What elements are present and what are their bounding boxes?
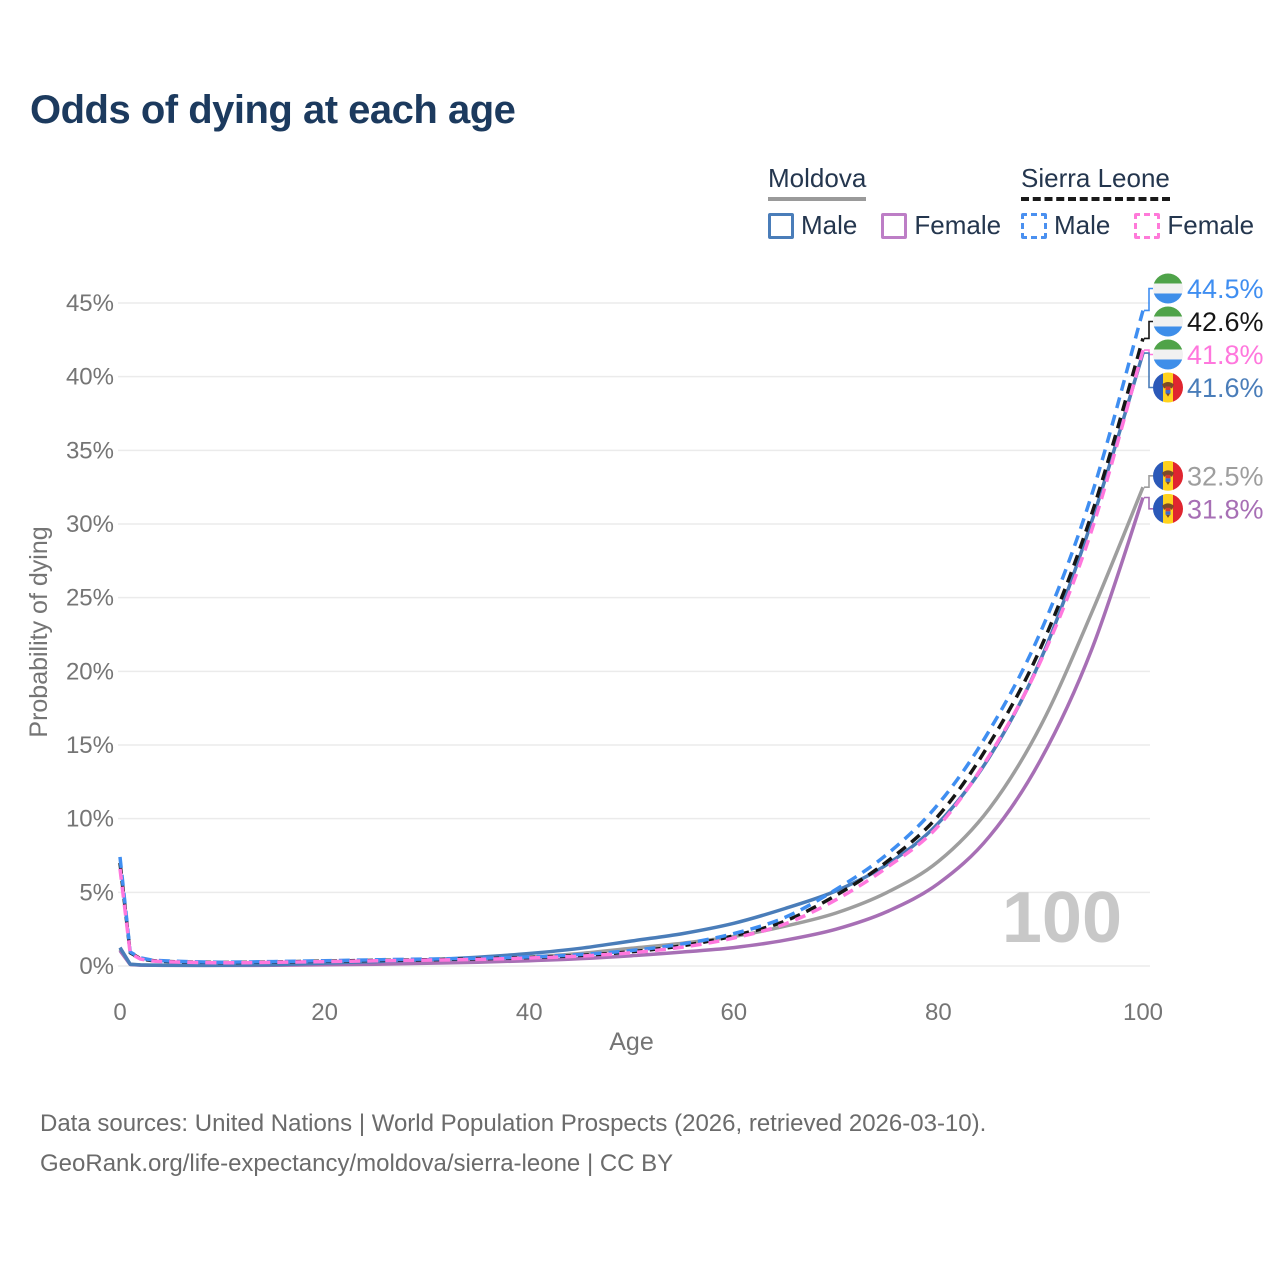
- legend-title-sierra-leone: Sierra Leone: [1021, 163, 1170, 201]
- moldova-female-swatch-icon: [881, 212, 908, 239]
- moldova-male-swatch-icon: [768, 212, 794, 239]
- end-label-leader: [1144, 349, 1153, 356]
- legend-label-moldova-female: Female: [914, 210, 1002, 240]
- end-value-label-sierra-leone-male: 44.5%: [1187, 274, 1264, 304]
- footer-line-1: Data sources: United Nations | World Pop…: [40, 1110, 987, 1137]
- end-label-leader: [1144, 287, 1153, 312]
- sierra-leone-male-swatch-icon: [1021, 212, 1047, 239]
- sierra-leone-flag-icon: [1153, 306, 1183, 337]
- moldova-flag-icon: [1153, 372, 1183, 403]
- x-axis-title: Age: [609, 1028, 653, 1056]
- page-title: Odds of dying at each age: [30, 88, 516, 132]
- x-tick-label: 100: [1123, 999, 1163, 1026]
- y-axis-title: Probability of dying: [25, 526, 53, 737]
- legend-group-moldova: Moldova Male Female: [768, 163, 1001, 241]
- series-line-sierra-leone-female: [118, 349, 1145, 965]
- sierra-leone-female-swatch-icon: [1134, 212, 1161, 239]
- moldova-flag-icon: [1153, 460, 1183, 491]
- x-tick-label: 60: [720, 999, 747, 1026]
- y-tick-label: 45%: [66, 290, 114, 317]
- y-tick-label: 35%: [66, 437, 114, 464]
- x-tick-label: 80: [925, 999, 952, 1026]
- end-value-label-sierra-leone-female: 41.8%: [1187, 340, 1264, 370]
- y-tick-label: 15%: [66, 732, 114, 759]
- legend-item-moldova-male[interactable]: Male: [768, 210, 857, 241]
- legend-group-sierra-leone: Sierra Leone Male Female: [1021, 163, 1254, 241]
- y-tick-label: 25%: [66, 585, 114, 612]
- legend-item-sierra-leone-male[interactable]: Male: [1021, 210, 1110, 241]
- footer-line-2: GeoRank.org/life-expectancy/moldova/sier…: [40, 1150, 674, 1177]
- series-line-sierra-leone-male: [118, 309, 1145, 964]
- end-value-label-moldova-both-sexes: 32.5%: [1187, 461, 1264, 491]
- sierra-leone-flag-icon: [1153, 339, 1183, 370]
- y-tick-label: 0%: [79, 953, 114, 980]
- legend-item-moldova-female[interactable]: Female: [881, 210, 1001, 241]
- legend-title-moldova: Moldova: [768, 163, 867, 201]
- legend-label-moldova-male: Male: [801, 210, 858, 240]
- x-tick-label: 40: [516, 999, 543, 1026]
- legend-label-sierra-leone-female: Female: [1167, 210, 1255, 240]
- age-watermark: 100: [1002, 878, 1122, 958]
- end-value-label-sierra-leone-both-sexes: 42.6%: [1187, 307, 1264, 337]
- end-label-leader: [1144, 496, 1153, 510]
- series-line-moldova-both-sexes: [118, 486, 1145, 968]
- y-tick-label: 30%: [66, 511, 114, 538]
- sierra-leone-flag-icon: [1153, 273, 1183, 304]
- y-tick-label: 20%: [66, 658, 114, 685]
- y-tick-label: 40%: [66, 364, 114, 391]
- end-value-label-moldova-male: 41.6%: [1187, 373, 1264, 403]
- legend-item-sierra-leone-female[interactable]: Female: [1134, 210, 1254, 241]
- end-label-leader: [1144, 475, 1153, 488]
- data-sources: Data sources: United Nations | World Pop…: [40, 1104, 986, 1184]
- moldova-flag-icon: [1153, 493, 1183, 524]
- y-tick-label: 10%: [66, 806, 114, 833]
- end-label-leader: [1144, 352, 1153, 389]
- end-value-label-moldova-female: 31.8%: [1187, 494, 1264, 524]
- series-line-moldova-female: [118, 496, 1145, 968]
- legend-label-sierra-leone-male: Male: [1054, 210, 1111, 240]
- series-line-moldova-male: [118, 352, 1145, 968]
- y-tick-label: 5%: [79, 879, 114, 906]
- series-line-sierra-leone-both-sexes: [118, 337, 1145, 965]
- x-tick-label: 0: [113, 999, 126, 1026]
- end-label-leader: [1144, 320, 1153, 340]
- x-tick-label: 20: [311, 999, 338, 1026]
